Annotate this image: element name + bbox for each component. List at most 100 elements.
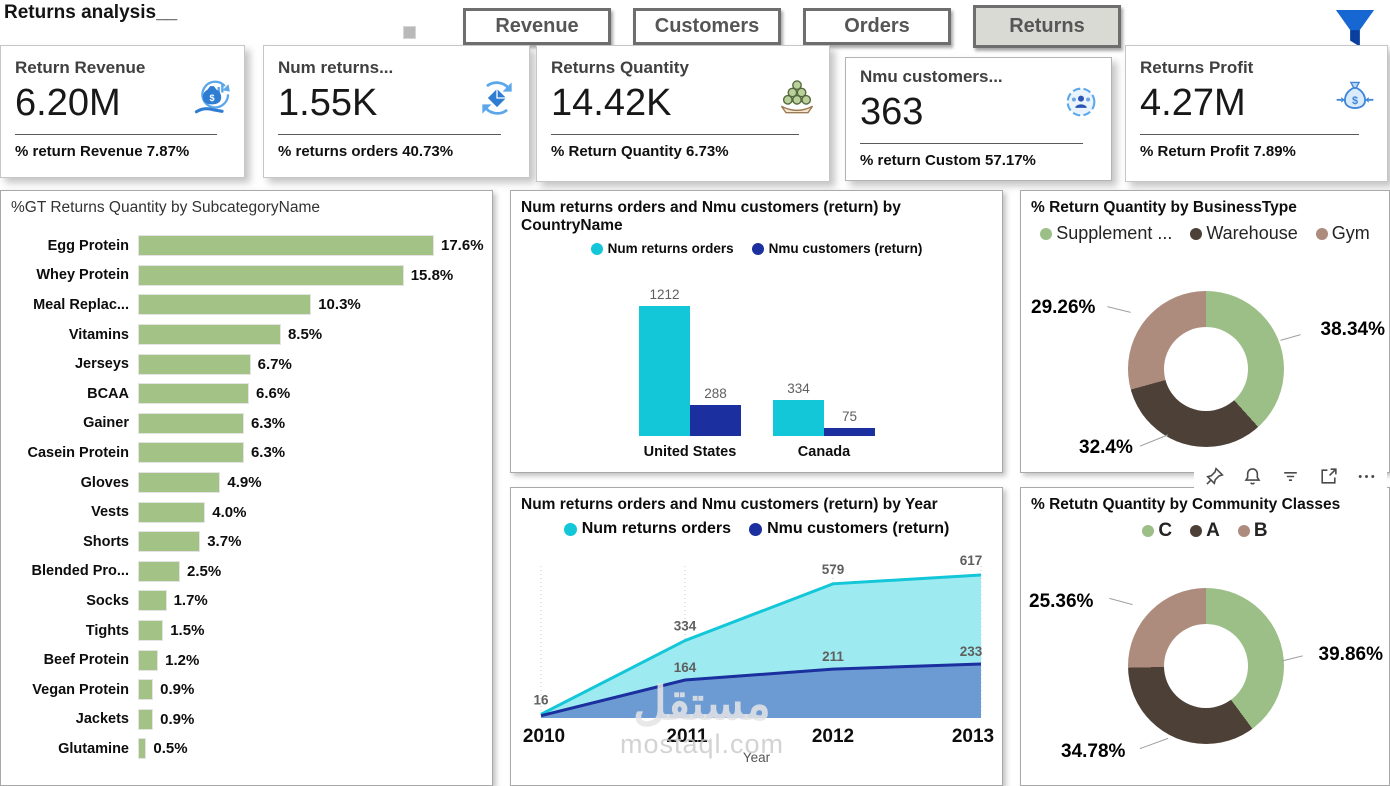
bar[interactable] bbox=[138, 264, 404, 286]
bar-row: Gainer 6.3% bbox=[1, 409, 492, 439]
bar-category-label: Blended Pro... bbox=[31, 563, 130, 580]
bar[interactable] bbox=[138, 383, 249, 405]
column-bar[interactable]: 75 bbox=[824, 409, 875, 436]
bar[interactable] bbox=[138, 679, 154, 701]
legend-item[interactable]: C bbox=[1142, 520, 1172, 542]
bar[interactable] bbox=[138, 412, 244, 434]
bar-value-label: 4.9% bbox=[227, 474, 262, 492]
bar[interactable] bbox=[138, 442, 244, 464]
kpi-title: Return Revenue bbox=[15, 58, 146, 77]
legend-item[interactable]: Num returns orders bbox=[590, 241, 734, 256]
bar[interactable] bbox=[138, 531, 201, 553]
bar[interactable] bbox=[138, 708, 154, 730]
nav-button-orders[interactable]: Orders bbox=[803, 8, 951, 45]
kpi-sub-value: 40.73% bbox=[402, 142, 454, 160]
bar-row: Glutamine 0.5% bbox=[1, 734, 492, 764]
legend-dot-icon bbox=[1190, 227, 1203, 240]
bar-row: Vitamins 8.5% bbox=[1, 320, 492, 350]
nav-button-customers[interactable]: Customers bbox=[633, 8, 781, 45]
slice-label-b: 25.36% bbox=[1029, 591, 1094, 612]
area-value-label: 211 bbox=[822, 649, 844, 664]
column-bar[interactable]: 288 bbox=[690, 386, 741, 436]
customers-globe-icon bbox=[1061, 82, 1101, 122]
bar-value-label: 0.9% bbox=[160, 681, 195, 699]
bar[interactable] bbox=[138, 738, 147, 760]
donut-chart[interactable] bbox=[1128, 588, 1284, 744]
area-line bbox=[540, 662, 982, 718]
legend-item[interactable]: Num returns orders bbox=[563, 520, 731, 538]
kpi-sub-value: 7.89% bbox=[1253, 142, 1296, 160]
legend-item[interactable]: Gym bbox=[1315, 223, 1370, 244]
filter-lines-icon[interactable] bbox=[1280, 466, 1301, 487]
bar-row: Jerseys 6.7% bbox=[1, 349, 492, 379]
bar-value-label: 1.7% bbox=[173, 592, 208, 610]
legend: Supplement ... Warehouse Gym bbox=[1021, 223, 1389, 244]
bar[interactable] bbox=[138, 353, 251, 375]
kpi-subtitle: % Return Profit bbox=[1140, 142, 1250, 160]
legend-item[interactable]: Nmu customers (return) bbox=[751, 241, 922, 256]
bar[interactable] bbox=[138, 501, 206, 523]
x-tick: 2013 bbox=[951, 726, 995, 747]
column-bar[interactable]: 334 bbox=[773, 381, 824, 436]
bar[interactable] bbox=[138, 649, 159, 671]
chart-title: Num returns orders and Nmu customers (re… bbox=[521, 199, 901, 234]
leader-line bbox=[1281, 655, 1303, 662]
kpi-title: Nmu customers... bbox=[860, 67, 1003, 86]
kpi-subtitle: % Return Quantity bbox=[551, 142, 682, 160]
legend-label: B bbox=[1253, 520, 1268, 541]
filter-icon[interactable] bbox=[1334, 6, 1376, 58]
slice-label-supplement: 38.34% bbox=[1320, 319, 1385, 340]
area-value-label: 16 bbox=[533, 692, 549, 707]
bar-category-label: Shorts bbox=[83, 533, 129, 550]
area-value-label: 164 bbox=[674, 660, 697, 675]
bell-icon[interactable] bbox=[1242, 466, 1263, 487]
divider bbox=[1140, 133, 1360, 135]
kpi-title: Returns Profit bbox=[1140, 58, 1254, 77]
bar-value-label: 6.6% bbox=[256, 385, 291, 403]
bar[interactable] bbox=[138, 324, 281, 346]
column-bar[interactable]: 1212 bbox=[639, 287, 690, 436]
legend-item[interactable]: Warehouse bbox=[1190, 223, 1298, 244]
bar-category-label: Socks bbox=[86, 592, 129, 609]
legend-label: Nmu customers (return) bbox=[767, 520, 950, 537]
x-axis-title: Year bbox=[742, 750, 771, 765]
bar-value-label: 6.3% bbox=[250, 444, 286, 462]
svg-text:$: $ bbox=[1352, 95, 1358, 107]
bar[interactable] bbox=[138, 590, 167, 612]
nav-button-revenue[interactable]: Revenue bbox=[463, 8, 611, 45]
column-category-label: Canada bbox=[797, 444, 851, 460]
bar-category-label: BCAA bbox=[87, 385, 129, 402]
pin-icon[interactable] bbox=[1204, 466, 1225, 487]
legend-item[interactable]: A bbox=[1190, 520, 1220, 542]
bar[interactable] bbox=[138, 235, 434, 257]
money-hand-icon: $ bbox=[190, 76, 234, 120]
leader-line bbox=[1109, 597, 1133, 606]
bar[interactable] bbox=[138, 472, 221, 494]
leader-line bbox=[1139, 737, 1169, 750]
legend-item[interactable]: Nmu customers (return) bbox=[749, 520, 949, 538]
bar-category-label: Meal Replac... bbox=[33, 296, 129, 313]
area-chart[interactable]: 16 334 579 617 164 211 233 bbox=[519, 540, 996, 726]
bar[interactable] bbox=[138, 560, 181, 582]
legend-label: Num returns orders bbox=[607, 241, 734, 256]
divider bbox=[15, 133, 218, 135]
legend-item[interactable]: Supplement ... bbox=[1040, 223, 1172, 244]
kpi-value: 1.55K bbox=[278, 82, 378, 124]
legend-dot-icon bbox=[1237, 525, 1250, 537]
area-value-label: 617 bbox=[960, 553, 983, 568]
column-chart: 1212 288 United States 334 75 Canada bbox=[511, 258, 1002, 460]
nav-button-returns[interactable]: Returns bbox=[973, 5, 1121, 48]
bar-row: Egg Protein 17.6% bbox=[1, 231, 492, 261]
focus-mode-icon[interactable] bbox=[1318, 466, 1339, 487]
kpi-card-nmu-customers: Nmu customers... 363 % return Custom 57.… bbox=[845, 57, 1112, 181]
bar[interactable] bbox=[138, 294, 312, 316]
legend-label: Warehouse bbox=[1206, 223, 1298, 243]
bar-row: Whey Protein 15.8% bbox=[1, 261, 492, 291]
bar-value-label: 1.2% bbox=[165, 651, 200, 669]
bar-value-label: 4.0% bbox=[212, 503, 247, 521]
bar[interactable] bbox=[138, 620, 164, 642]
more-options-icon[interactable] bbox=[1356, 466, 1377, 487]
area-fill[interactable] bbox=[541, 664, 981, 718]
legend-item[interactable]: B bbox=[1237, 520, 1268, 542]
donut-chart[interactable] bbox=[1128, 291, 1284, 447]
